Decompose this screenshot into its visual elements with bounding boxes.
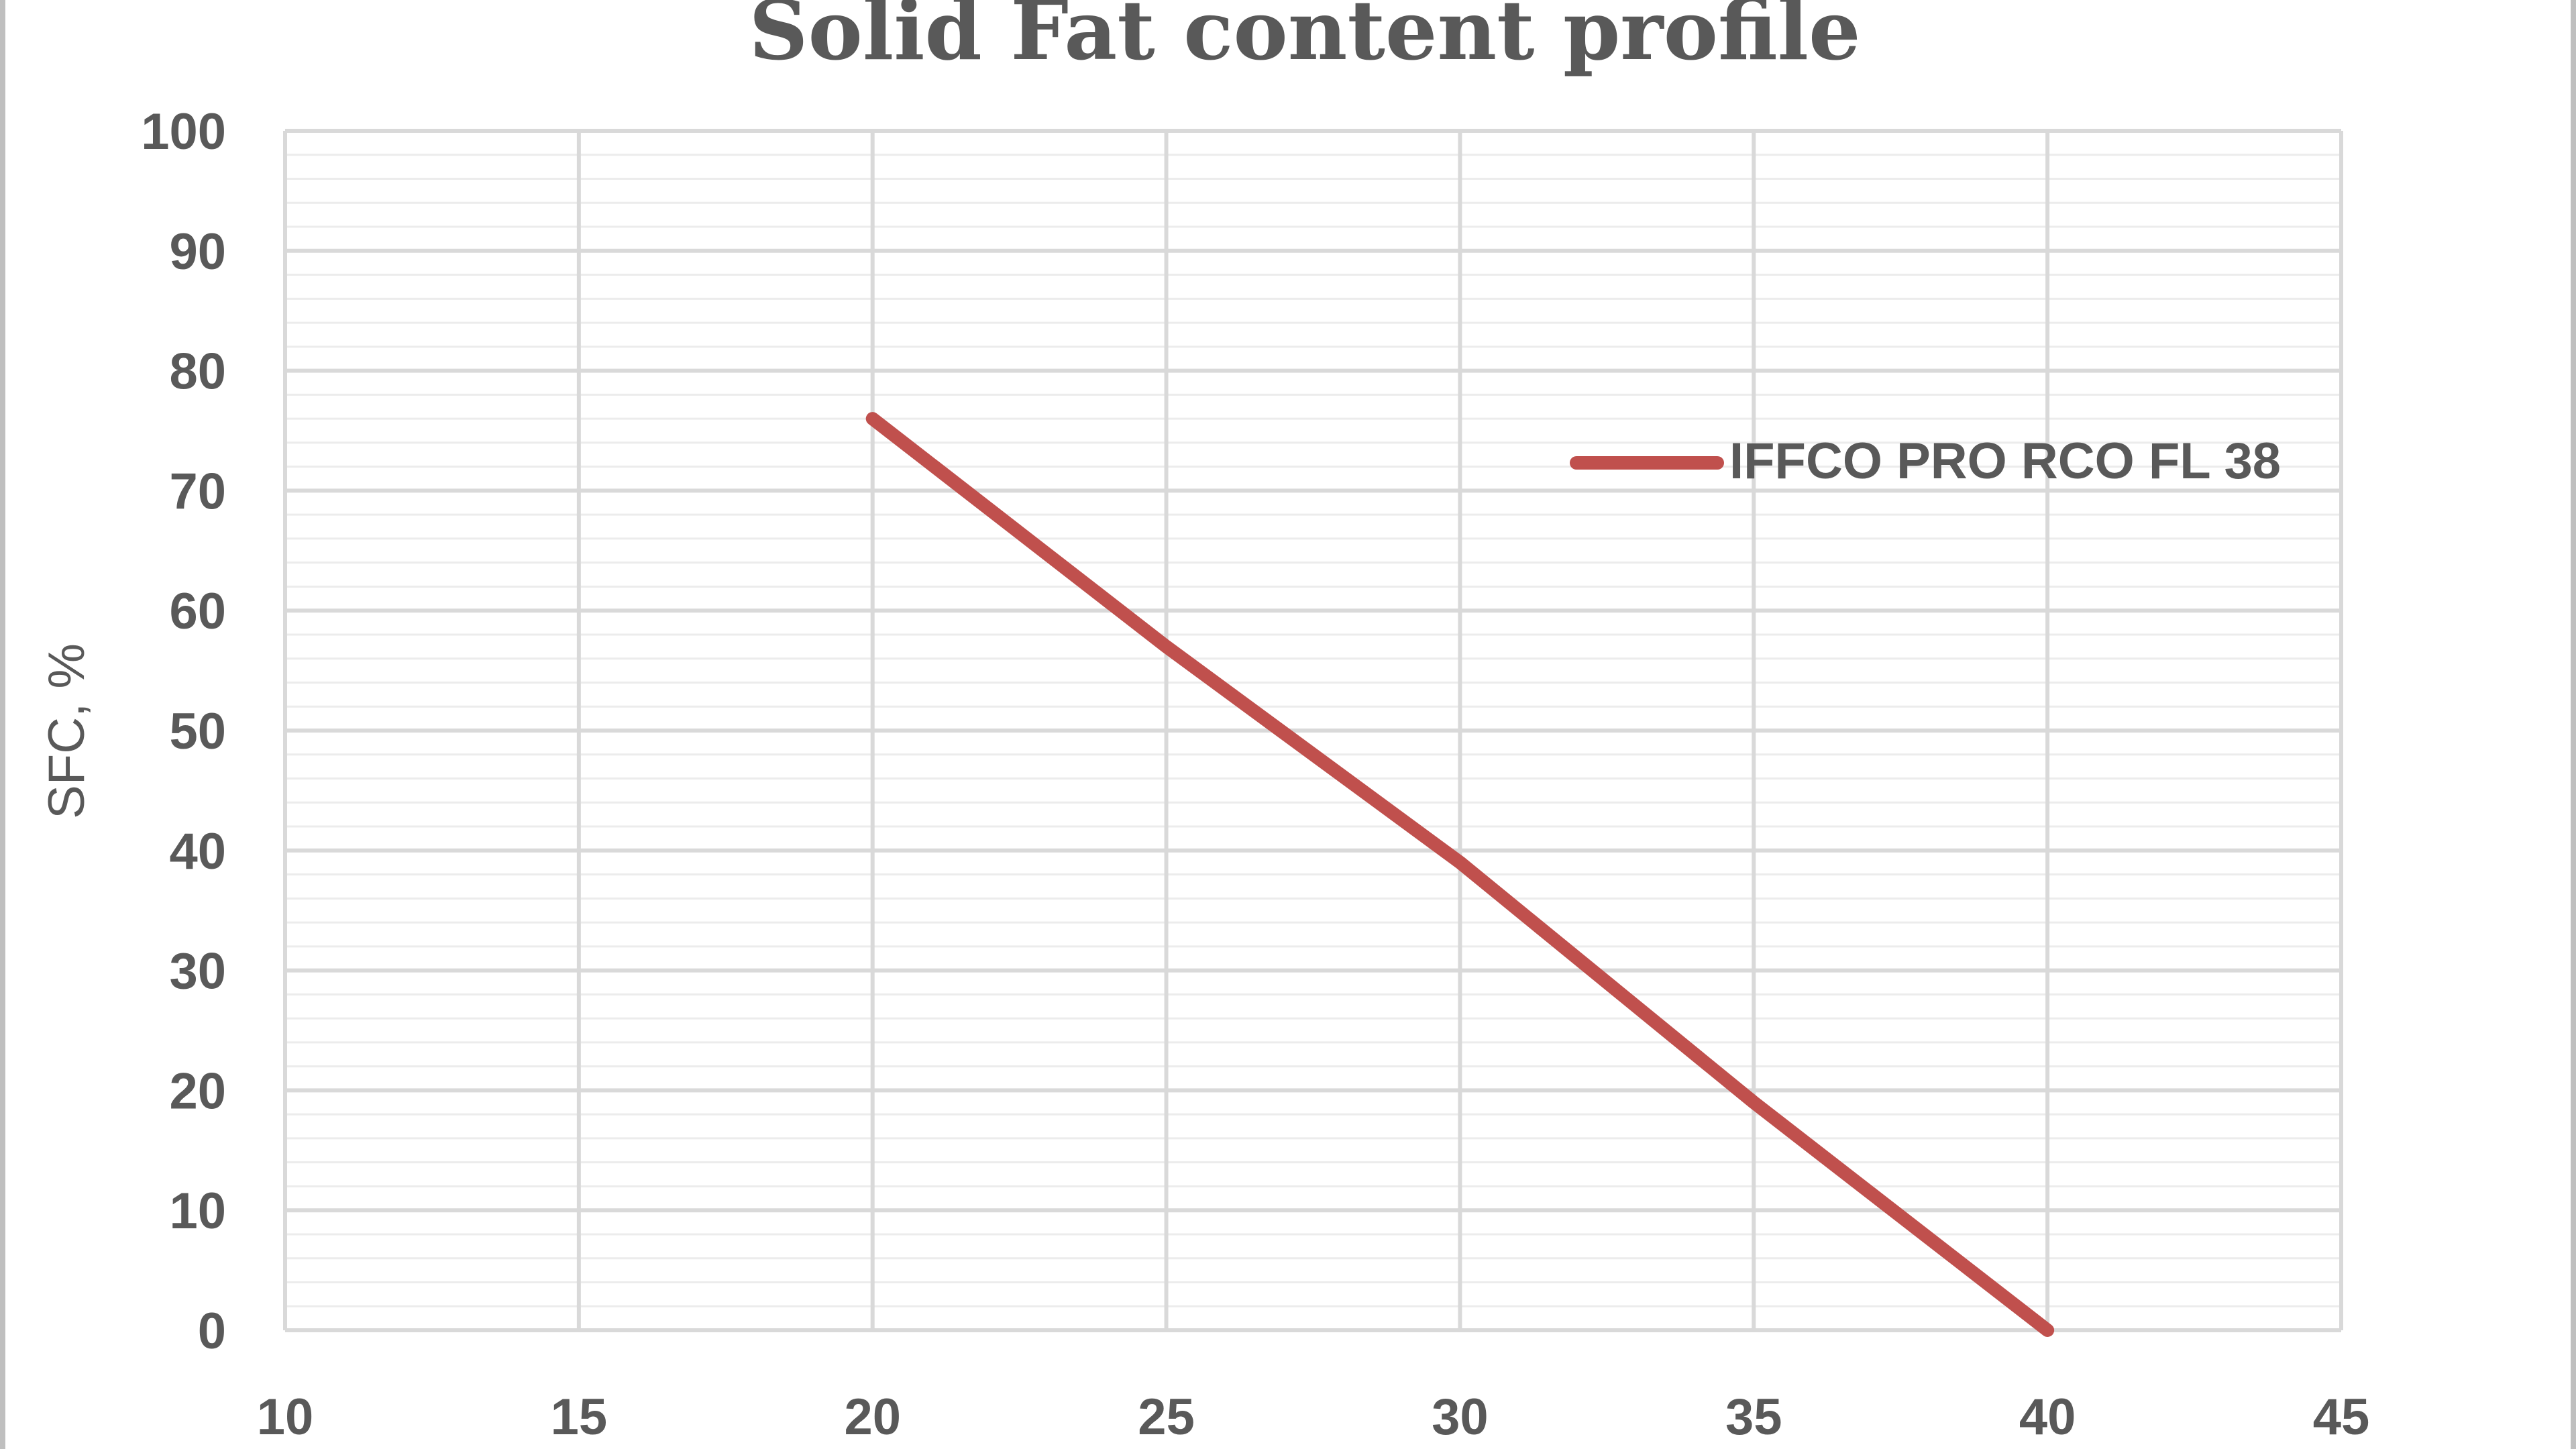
- x-axis-tick-labels: 10 15 20 25 30 35 40 45: [257, 1389, 2370, 1446]
- right-border: [2571, 0, 2576, 1449]
- y-tick-label: 60: [169, 583, 226, 640]
- y-tick-label: 40: [169, 823, 226, 880]
- y-tick-label: 90: [169, 223, 226, 280]
- y-tick-label: 10: [169, 1183, 226, 1240]
- legend: IFFCO PRO RCO FL 38: [1570, 433, 2281, 490]
- chart-title: Solid Fat content profile: [749, 0, 1860, 78]
- legend-label: IFFCO PRO RCO FL 38: [1729, 433, 2281, 490]
- x-tick-label: 35: [1725, 1389, 1782, 1446]
- data-point: [2047, 1330, 2048, 1331]
- y-tick-label: 100: [141, 103, 226, 160]
- data-point: [1166, 646, 1167, 647]
- left-border: [0, 0, 5, 1449]
- series-lines: [865, 412, 2055, 1337]
- y-axis-tick-labels: 0 10 20 30 40 50 60 70 80 90 100: [141, 103, 226, 1360]
- x-tick-label: 45: [2313, 1389, 2370, 1446]
- x-tick-label: 30: [1432, 1389, 1489, 1446]
- minor-gridlines: [285, 154, 2341, 1307]
- x-tick-label: 25: [1138, 1389, 1195, 1446]
- y-tick-label: 80: [169, 343, 226, 400]
- y-tick-label: 30: [169, 943, 226, 1000]
- y-axis-title: SFC, %: [38, 643, 95, 819]
- major-gridlines: [283, 129, 2343, 1332]
- x-tick-label: 10: [257, 1389, 314, 1446]
- x-tick-label: 20: [844, 1389, 901, 1446]
- y-tick-label: 50: [169, 703, 226, 760]
- y-tick-label: 0: [198, 1303, 226, 1360]
- y-tick-label: 70: [169, 463, 226, 520]
- x-tick-label: 40: [2019, 1389, 2076, 1446]
- y-tick-label: 20: [169, 1063, 226, 1120]
- x-tick-label: 15: [551, 1389, 608, 1446]
